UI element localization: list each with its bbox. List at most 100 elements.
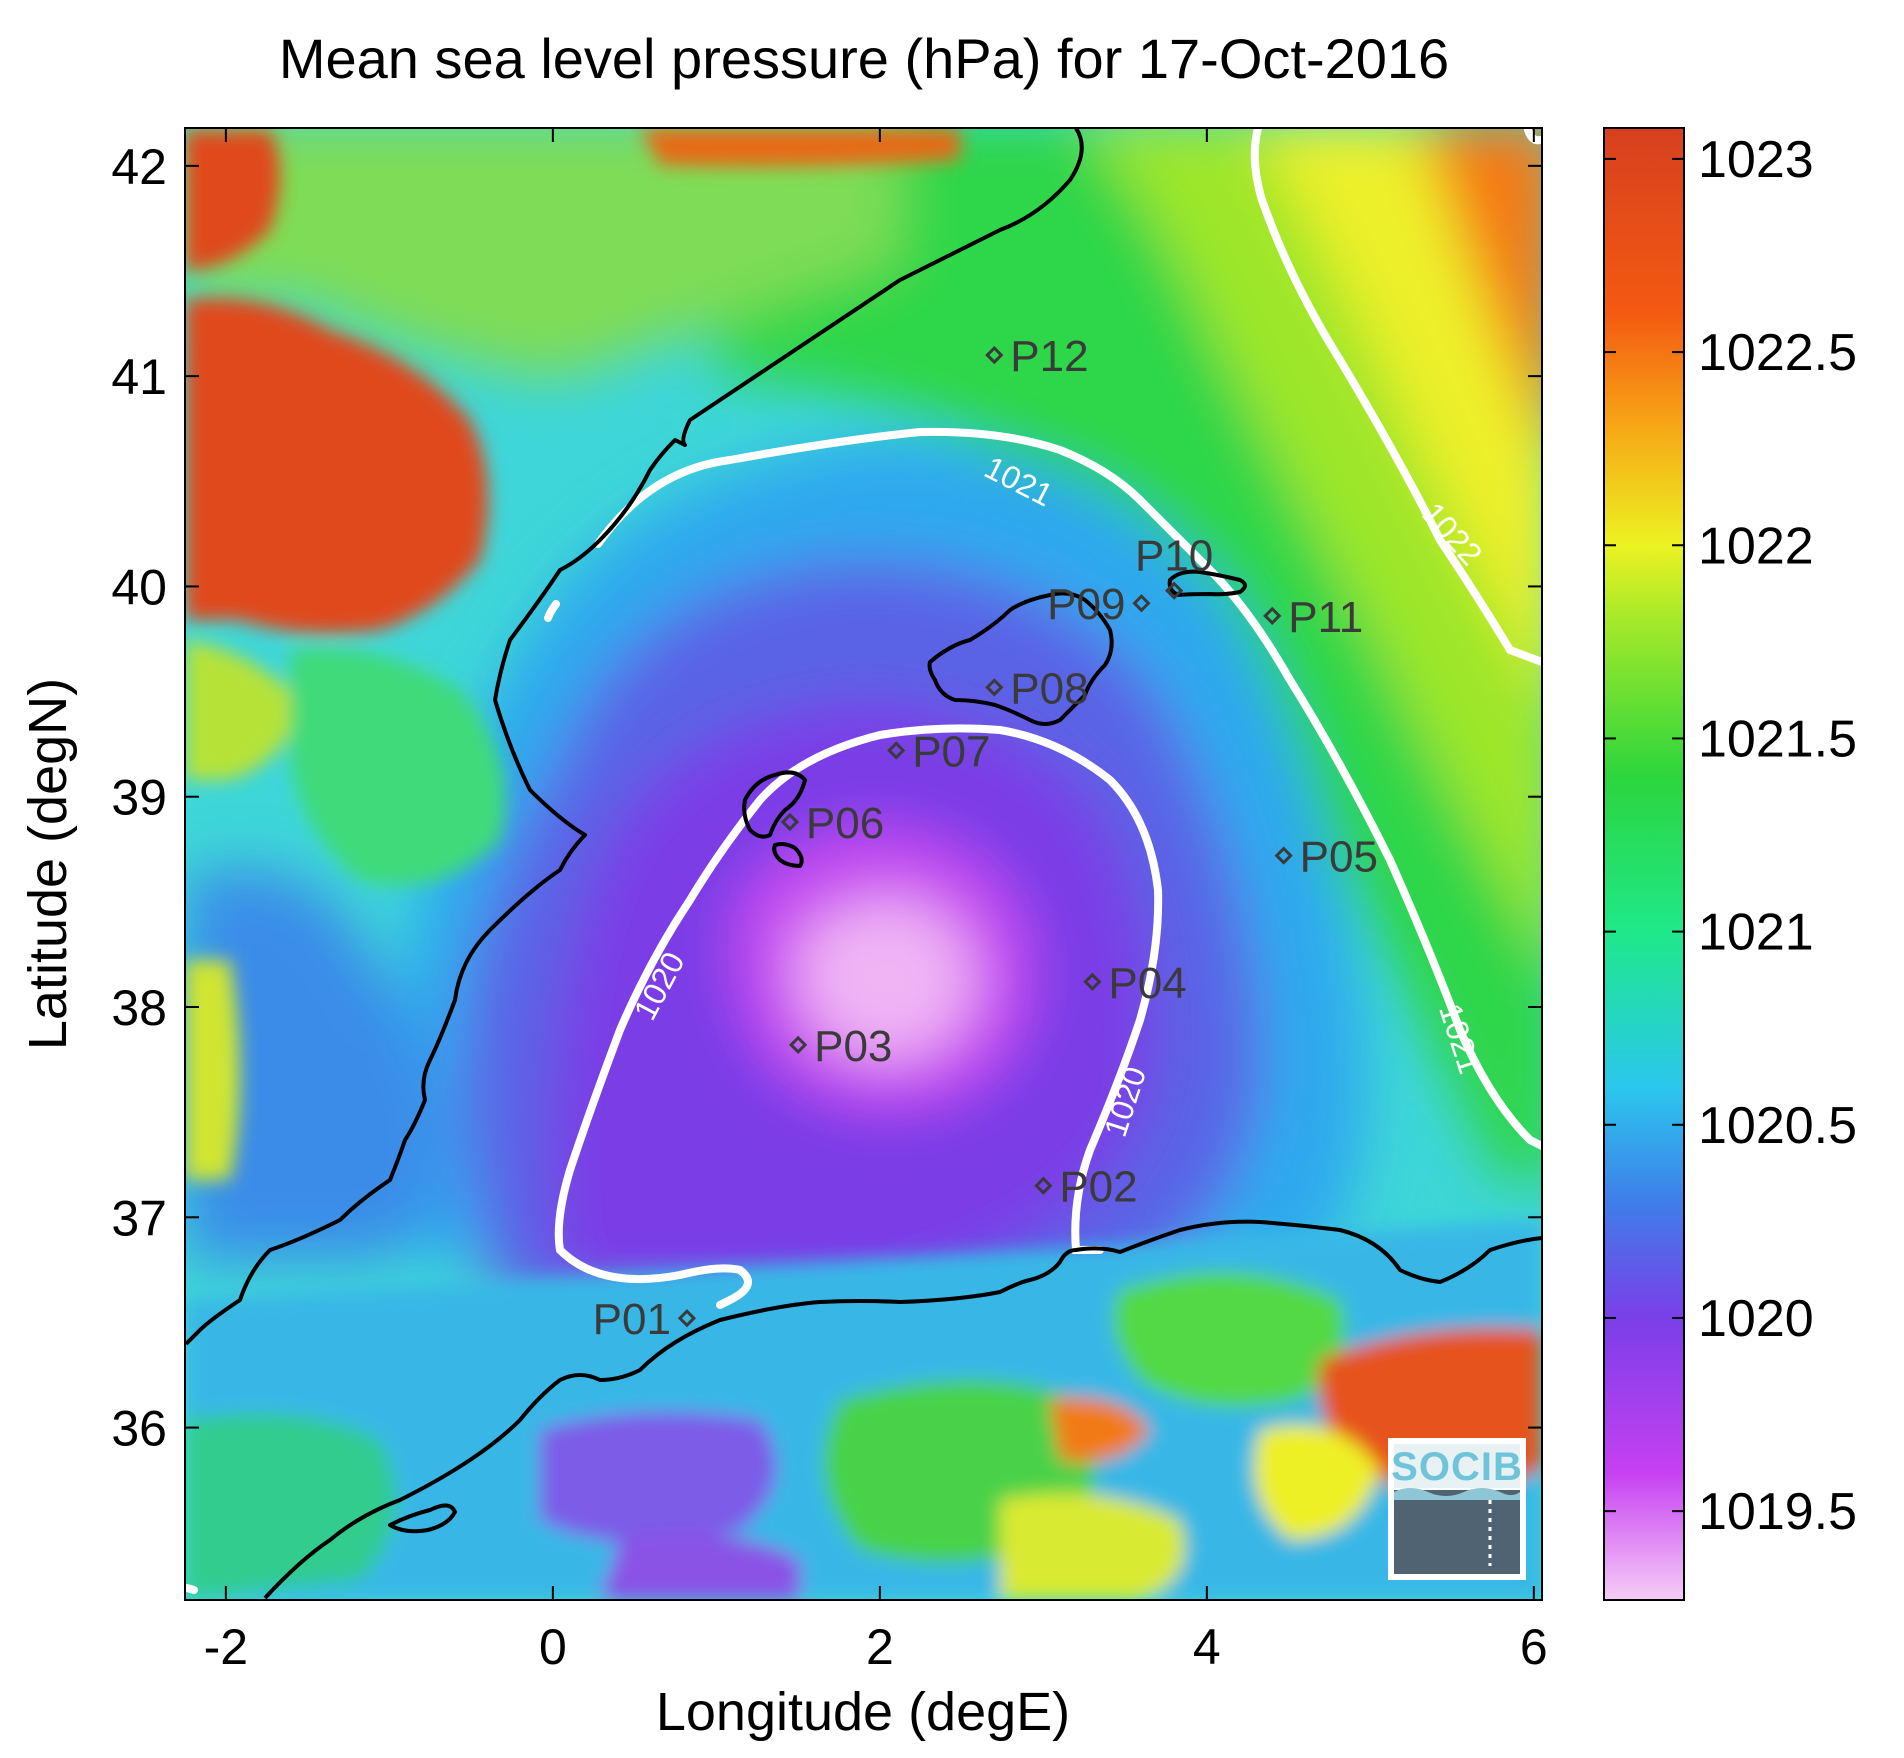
socib-logo: SOCIB xyxy=(1388,1438,1526,1580)
x-tick-label: 4 xyxy=(1193,1619,1221,1675)
coastline-iberia xyxy=(185,128,1084,1346)
station-p08: P08 xyxy=(985,664,1089,713)
station-label: P05 xyxy=(1300,833,1378,882)
socib-logo-sky xyxy=(1394,1444,1520,1488)
colorbar-ticks: 1019.5 1020 1020.5 1021 1021.5 1022 1022.5 1023 xyxy=(1604,131,1857,1541)
y-tick-label: 41 xyxy=(111,349,167,405)
field-smooth-layer xyxy=(185,128,1542,1300)
colorbar: 1019.5 1020 1020.5 1021 1021.5 1022 1022.5 1023 xyxy=(1603,127,1857,1601)
land-orange-n xyxy=(640,128,960,167)
station-label: P03 xyxy=(814,1022,892,1071)
colorbar-tick-label: 1022.5 xyxy=(1698,324,1857,382)
africa-purple-2 xyxy=(600,1533,800,1600)
africa-green-2 xyxy=(1113,1272,1345,1407)
colorbar-tick-label: 1022 xyxy=(1698,517,1814,575)
land-orange-nw xyxy=(185,130,280,270)
coastline-mallorca xyxy=(927,591,1114,726)
station-label: P12 xyxy=(1010,332,1088,381)
colorbar-tick-label: 1021.5 xyxy=(1698,710,1857,768)
station-label: P10 xyxy=(1135,532,1213,581)
colorbar-tick-label: 1021 xyxy=(1698,904,1814,962)
x-tick-label: 0 xyxy=(539,1619,567,1675)
coastline-africa xyxy=(263,1219,1542,1600)
station-label: P04 xyxy=(1108,959,1186,1008)
field-yellow-ne xyxy=(1254,128,1542,688)
contour-1020-low xyxy=(554,724,1163,1309)
station-p02: P02 xyxy=(1034,1163,1138,1212)
station-p09: P09 xyxy=(1047,580,1151,629)
station-p06: P06 xyxy=(780,799,884,848)
socib-logo-text: SOCIB xyxy=(1391,1445,1523,1489)
station-marker xyxy=(1132,594,1151,613)
colorbar-tick-label: 1023 xyxy=(1698,131,1814,189)
y-tick-label: 42 xyxy=(111,139,167,195)
land-yellow-west xyxy=(185,640,300,780)
contour-1022-ne xyxy=(1250,128,1542,666)
station-p03: P03 xyxy=(788,1022,892,1071)
station-p11: P11 xyxy=(1263,593,1363,642)
africa-yellow-se xyxy=(1254,1425,1380,1540)
x-tick-label: 6 xyxy=(1520,1619,1548,1675)
land-orange-west xyxy=(185,298,488,634)
station-label: P06 xyxy=(806,799,884,848)
y-tick-label: 39 xyxy=(111,770,167,826)
y-tick-label: 37 xyxy=(111,1190,167,1246)
plot-frame xyxy=(184,127,1543,1601)
field-green-n xyxy=(185,128,900,380)
station-label: P11 xyxy=(1288,593,1363,642)
colorbar-gradient xyxy=(1603,127,1685,1601)
field-pink-core xyxy=(796,898,975,1061)
africa-purple-1 xyxy=(540,1412,776,1543)
station-label: P02 xyxy=(1059,1163,1137,1212)
station-label: P01 xyxy=(593,1295,671,1344)
station-marker xyxy=(788,1035,808,1054)
station-marker xyxy=(1165,581,1184,600)
land-green-west xyxy=(290,648,505,885)
station-p04: P04 xyxy=(1083,959,1187,1008)
station-marker xyxy=(780,812,800,832)
contour-1023-sw-corner xyxy=(185,1584,198,1594)
station-marker xyxy=(1034,1176,1053,1195)
station-p10: P10 xyxy=(1135,532,1213,600)
colorbar-tick-label: 1020 xyxy=(1698,1290,1814,1348)
station-marker xyxy=(677,1309,697,1328)
station-p05: P05 xyxy=(1274,833,1378,882)
y-axis-label: Latitude (degN) xyxy=(18,678,78,1050)
station-p01: P01 xyxy=(593,1295,697,1344)
y-axis-ticks: 36 37 38 39 40 41 42 xyxy=(111,139,1542,1457)
coastline-alboran xyxy=(388,1503,457,1534)
chart-title: Mean sea level pressure (hPa) for 17-Oct… xyxy=(279,27,1449,90)
x-axis-label: Longitude (degE) xyxy=(656,1682,1070,1742)
y-tick-label: 36 xyxy=(111,1401,167,1457)
station-marker xyxy=(1263,606,1282,625)
x-axis-ticks: -2 0 2 4 6 xyxy=(204,128,1548,1675)
field-land-west xyxy=(185,868,444,1260)
africa-yellow-s xyxy=(1000,1493,1185,1600)
station-p07: P07 xyxy=(887,727,990,776)
station-marker xyxy=(985,345,1004,365)
coastline-formentera xyxy=(772,842,804,868)
station-marker xyxy=(887,741,906,760)
station-p12: P12 xyxy=(985,332,1089,381)
field-land-detail-layer xyxy=(185,128,1542,1600)
station-label: P07 xyxy=(912,727,990,776)
contour-1021-north xyxy=(594,427,1542,1150)
field-orange-ne xyxy=(1422,128,1542,433)
y-tick-label: 38 xyxy=(111,980,167,1036)
x-tick-label: -2 xyxy=(204,1619,248,1675)
x-tick-label: 2 xyxy=(866,1619,894,1675)
y-tick-label: 40 xyxy=(111,559,167,615)
socib-logo-wave xyxy=(1394,1488,1520,1500)
coastline-ibiza xyxy=(742,770,807,839)
colorbar-tick-label: 1020.5 xyxy=(1698,1097,1857,1155)
socib-logo-sea xyxy=(1394,1490,1520,1574)
land-yellow-sw xyxy=(185,960,240,1180)
pressure-contours xyxy=(185,128,1542,1594)
station-label: P08 xyxy=(1010,664,1088,713)
coastlines xyxy=(185,128,1542,1600)
station-marker xyxy=(985,678,1004,697)
station-marker xyxy=(1274,846,1293,865)
